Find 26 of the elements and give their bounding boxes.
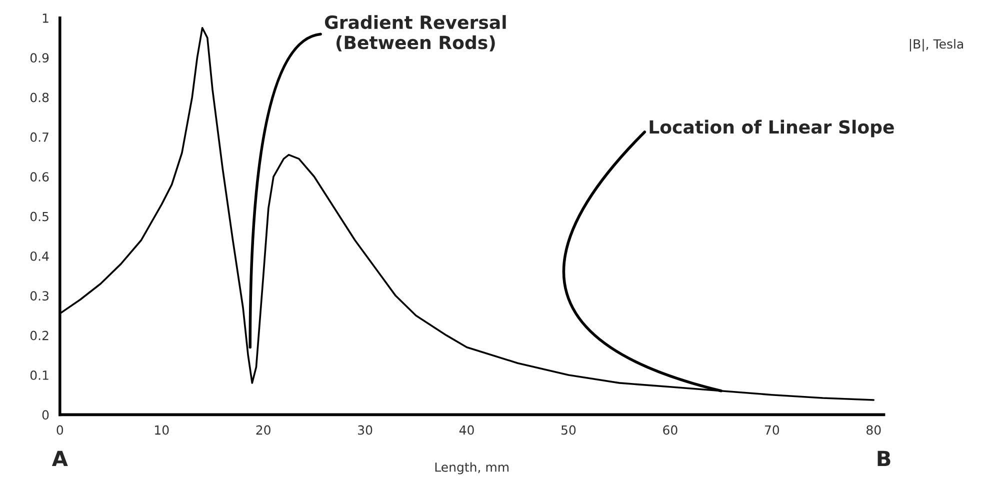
- text: B: [878, 450, 890, 466]
- y-tick-label: 0.1: [30, 370, 48, 380]
- y-axis-title: |B|, Tesla: [910, 38, 964, 52]
- x-tick-label: 10: [155, 425, 169, 435]
- y-tick-label: 0.6: [30, 172, 49, 182]
- text: A: [52, 450, 68, 466]
- annotation: Gradient Reversal (Between Rods): [324, 15, 506, 52]
- annotation: Location of Linear Slope: [650, 120, 894, 138]
- y-tick-label: 0.8: [30, 92, 49, 102]
- x-tick-label: 20: [256, 425, 270, 435]
- x-axis-title: Length, mm: [435, 462, 508, 474]
- y-tick-label: 1: [42, 14, 48, 23]
- y-tick-label: 0.5: [30, 212, 48, 222]
- x-tick-label: 30: [358, 425, 372, 435]
- x-tick-label: 80: [866, 425, 881, 435]
- y-tick-label: 0: [42, 410, 49, 420]
- x-tick-label: 70: [764, 425, 780, 435]
- x-tick-label: 40: [459, 425, 474, 435]
- x-tick-label: 50: [561, 425, 576, 435]
- x-tick-label: 0: [56, 425, 64, 435]
- x-tick-label: 60: [663, 425, 678, 435]
- y-tick-label: 0.7: [30, 132, 48, 142]
- y-tick-label: 0.3: [30, 291, 48, 301]
- y-tick-label: 0.4: [30, 251, 49, 261]
- y-tick-label: 0.9: [30, 53, 49, 63]
- y-tick-label: 0.2: [30, 330, 48, 340]
